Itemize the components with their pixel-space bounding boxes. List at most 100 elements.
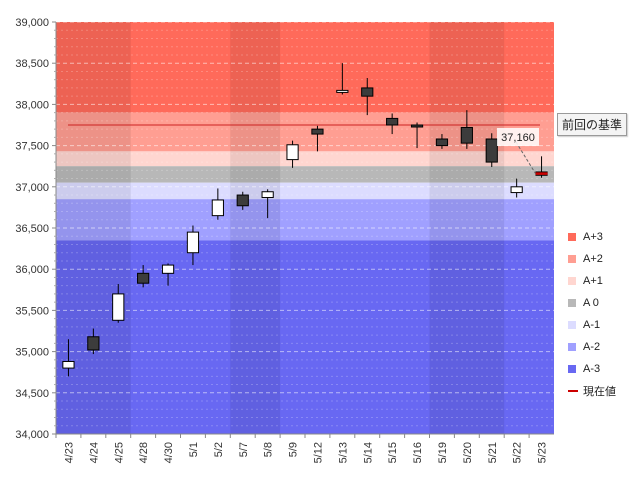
candle xyxy=(410,122,424,149)
candle xyxy=(286,140,299,168)
candle xyxy=(460,110,473,149)
candles xyxy=(62,63,548,377)
legend-line-swatch xyxy=(568,390,578,392)
candle xyxy=(510,178,523,198)
candle-body xyxy=(361,87,374,97)
x-tick-label: 5/16 xyxy=(412,442,424,463)
band-aplusminus-3 xyxy=(56,22,554,113)
candle xyxy=(62,339,75,377)
candle xyxy=(186,225,200,266)
candle xyxy=(211,188,224,220)
legend-label: 現在値 xyxy=(583,386,616,398)
x-tick-label: 5/12 xyxy=(312,442,324,463)
legend-item-a-plus-1: A+1 xyxy=(568,270,616,292)
candle-body xyxy=(410,124,424,128)
y-tick-label: 36,000 xyxy=(15,264,49,276)
legend-swatch xyxy=(568,255,576,263)
candle xyxy=(236,191,249,210)
legend-swatch xyxy=(568,343,576,351)
band-aminus-2 xyxy=(56,199,554,241)
x-tick-label: 5/9 xyxy=(288,442,300,457)
candle-body xyxy=(386,117,399,126)
x-tick-labels: 4/23 4/24 4/25 4/28 4/30 5/1 5/2 5/7 5/8 5/9 5/12 5… xyxy=(55,434,549,463)
candle-body xyxy=(211,199,224,217)
candle xyxy=(485,133,498,168)
legend-swatch xyxy=(568,299,576,307)
candle-body xyxy=(286,144,299,161)
y-tick-label: 39,000 xyxy=(15,17,49,29)
legend-item-current-value: 現在値 xyxy=(568,380,616,402)
legend-item-a-minus-1: A-1 xyxy=(568,314,616,336)
candle-body xyxy=(311,128,324,135)
candle-body xyxy=(161,264,175,274)
candle-body xyxy=(236,194,249,207)
x-tick-label: 5/19 xyxy=(437,442,449,463)
candle-body xyxy=(261,191,274,199)
legend-item-a-0: A 0 xyxy=(568,292,616,314)
current-value-leader-line xyxy=(515,141,536,174)
candle-body xyxy=(87,336,100,351)
legend-label: A+3 xyxy=(583,231,603,243)
y-tick-label: 35,500 xyxy=(15,305,49,317)
candle xyxy=(112,284,125,323)
candle-body xyxy=(336,89,349,93)
candle xyxy=(161,263,175,286)
y-tick-label: 37,000 xyxy=(15,182,49,194)
x-tick-label: 5/8 xyxy=(263,442,275,457)
x-tick-label: 4/28 xyxy=(138,442,150,463)
legend: A+3 A+2 A+1 A 0 A-1 A-2 A-3 現在値 xyxy=(568,226,616,402)
current-value-callout-text: 37,160 xyxy=(501,132,535,144)
x-tick-label: 5/15 xyxy=(387,442,399,463)
candle-body xyxy=(112,293,125,321)
y-tick-label: 35,000 xyxy=(15,347,49,359)
band-aminus-3 xyxy=(56,240,554,434)
y-tick-label: 36,500 xyxy=(15,223,49,235)
band-a0 xyxy=(56,166,554,183)
candle xyxy=(386,113,399,135)
legend-item-a-plus-2: A+2 xyxy=(568,248,616,270)
candle-body xyxy=(485,138,498,163)
legend-label: A-2 xyxy=(583,341,601,353)
x-tick-label: 5/22 xyxy=(512,442,524,463)
legend-label: A-1 xyxy=(583,319,601,331)
candle xyxy=(261,189,274,219)
x-tick-label: 4/23 xyxy=(63,442,75,463)
x-tick-label: 5/2 xyxy=(213,442,225,457)
x-tick-label: 5/21 xyxy=(487,442,499,463)
legend-swatch xyxy=(568,365,576,373)
x-tick-label: 5/20 xyxy=(462,442,474,463)
y-tick-label: 38,500 xyxy=(15,58,49,70)
x-tick-label: 5/1 xyxy=(188,442,200,457)
candle-body xyxy=(460,126,473,144)
y-tick-label: 34,500 xyxy=(15,388,49,400)
reference-line-label: 前回の基準 xyxy=(557,113,628,136)
y-tick-label: 34,000 xyxy=(15,429,49,441)
x-tick-label: 4/30 xyxy=(163,442,175,463)
legend-item-a-minus-2: A-2 xyxy=(568,336,616,358)
x-tick-label: 4/24 xyxy=(88,442,100,463)
candle xyxy=(435,134,449,149)
legend-label: A+1 xyxy=(583,275,603,287)
legend-swatch xyxy=(568,233,576,241)
candle xyxy=(336,63,349,95)
legend-swatch xyxy=(568,321,576,329)
band-aplusminus-1 xyxy=(56,151,554,167)
x-tick-label: 5/23 xyxy=(537,442,549,463)
candle-body xyxy=(186,231,200,254)
x-tick-label: 5/13 xyxy=(337,442,349,463)
y-tick-labels: 34,000 34,500 35,000 35,500 36,000 36,500 37,0… xyxy=(15,17,56,441)
legend-item-a-plus-3: A+3 xyxy=(568,226,616,248)
legend-item-a-minus-3: A-3 xyxy=(568,358,616,380)
candle xyxy=(361,78,374,116)
candle xyxy=(137,265,150,288)
legend-swatch xyxy=(568,277,576,285)
x-tick-label: 5/14 xyxy=(362,442,374,463)
legend-label: A+2 xyxy=(583,253,603,265)
candle-body xyxy=(62,360,75,369)
candle xyxy=(87,328,100,355)
candle xyxy=(311,125,324,152)
x-tick-label: 5/7 xyxy=(238,442,250,457)
candle-body xyxy=(510,186,523,194)
